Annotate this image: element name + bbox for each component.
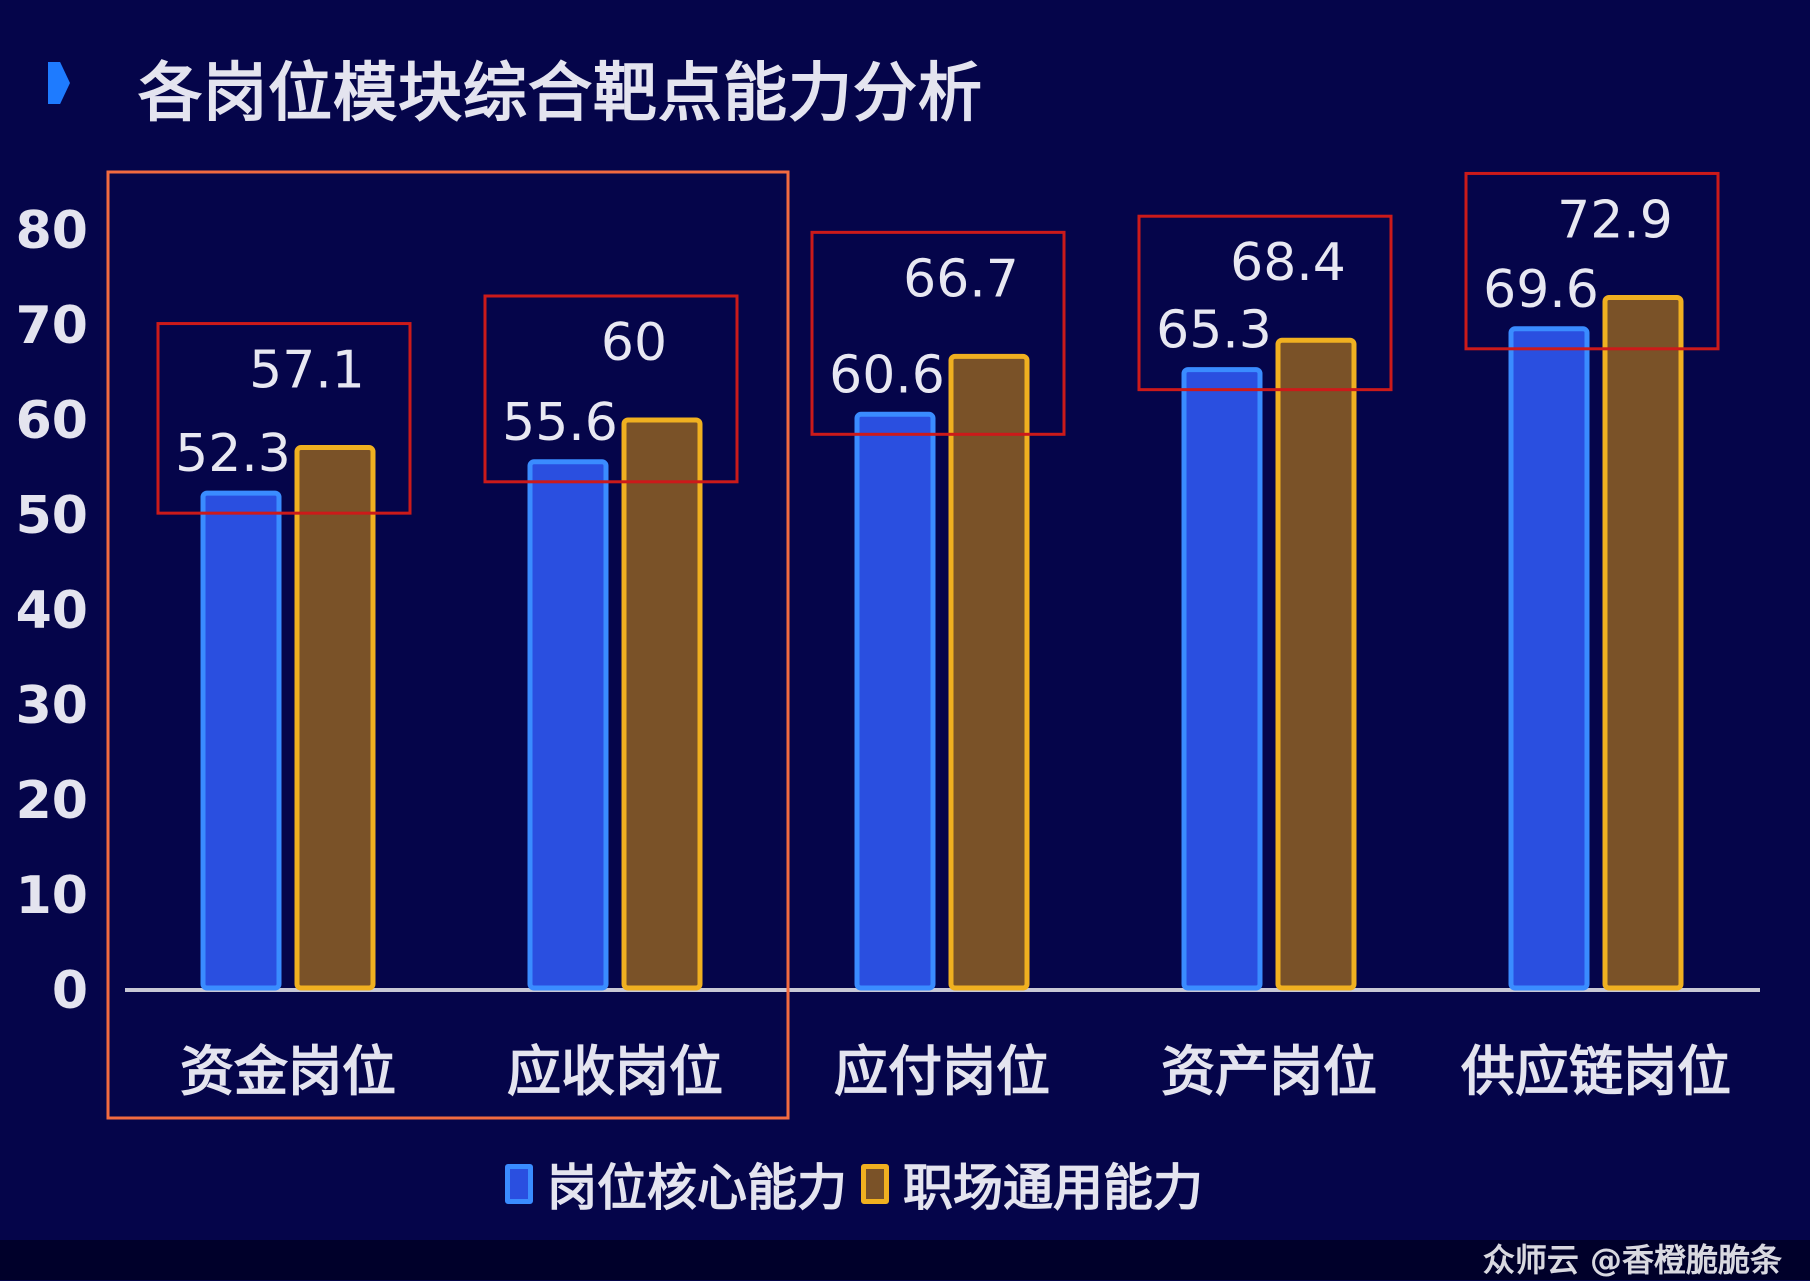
- group-highlight-box: [106, 170, 790, 1120]
- bar-chart: 0 10 20 30 40 50 60 70 80 52.3 57.1 资金岗位 55.6 60 应收岗位 6…: [16, 170, 1760, 1120]
- data-label-general-1: 57.1: [249, 341, 365, 401]
- bar-core-4: [1181, 367, 1263, 991]
- data-label-general-3: 66.7: [903, 249, 1019, 309]
- legend-swatch-general: [861, 1164, 889, 1204]
- legend-swatch-core: [505, 1164, 533, 1204]
- x-category-label-2: 应收岗位: [507, 1040, 723, 1103]
- y-tick-label-60: 60: [16, 391, 88, 451]
- bar-general-2: [621, 417, 703, 991]
- data-label-core-4: 65.3: [1156, 301, 1272, 361]
- y-tick-label-0: 0: [52, 961, 88, 1021]
- data-label-core-5: 69.6: [1483, 260, 1599, 320]
- bar-core-1: [200, 490, 282, 991]
- watermark: 众师云 @香橙脆脆条: [1482, 1241, 1782, 1279]
- highlight-box-4: [1137, 214, 1393, 392]
- highlight-box-2: [483, 294, 739, 484]
- legend-item-general: 职场通用能力: [861, 1148, 1203, 1220]
- chart-title: 各岗位模块综合靶点能力分析: [138, 57, 983, 131]
- data-label-core-2: 55.6: [502, 393, 618, 453]
- legend-label-core: 岗位核心能力: [547, 1159, 847, 1217]
- y-tick-label-20: 20: [16, 771, 88, 831]
- bar-general-4: [1275, 337, 1357, 991]
- x-category-label-4: 资产岗位: [1161, 1040, 1377, 1103]
- data-label-general-4: 68.4: [1230, 233, 1346, 293]
- y-tick-label-40: 40: [16, 581, 88, 641]
- legend: 岗位核心能力 职场通用能力: [505, 1148, 1203, 1220]
- title-marker-icon: [48, 62, 70, 104]
- x-category-label-3: 应付岗位: [834, 1040, 1050, 1103]
- legend-label-general: 职场通用能力: [903, 1159, 1203, 1217]
- bar-general-5: [1602, 294, 1684, 991]
- y-tick-label-10: 10: [16, 866, 88, 926]
- x-category-label-1: 资金岗位: [180, 1040, 396, 1103]
- bar-general-3: [948, 353, 1030, 991]
- legend-item-core: 岗位核心能力: [505, 1148, 847, 1220]
- highlight-box-3: [810, 230, 1066, 436]
- y-tick-label-50: 50: [16, 486, 88, 546]
- data-label-core-3: 60.6: [829, 345, 945, 405]
- data-label-general-5: 72.9: [1557, 190, 1673, 250]
- y-tick-label-30: 30: [16, 676, 88, 736]
- data-label-core-1: 52.3: [175, 424, 291, 484]
- data-label-general-2: 60: [601, 313, 667, 373]
- bar-core-3: [854, 411, 936, 991]
- y-tick-label-80: 80: [16, 201, 88, 261]
- bar-core-5: [1508, 326, 1590, 991]
- bar-general-1: [294, 445, 376, 991]
- highlight-box-1: [156, 322, 412, 515]
- highlight-box-5: [1464, 171, 1720, 351]
- x-category-label-5: 供应链岗位: [1461, 1040, 1731, 1103]
- y-tick-label-70: 70: [16, 296, 88, 356]
- footer-bar: [0, 1240, 1810, 1280]
- bar-core-2: [527, 459, 609, 991]
